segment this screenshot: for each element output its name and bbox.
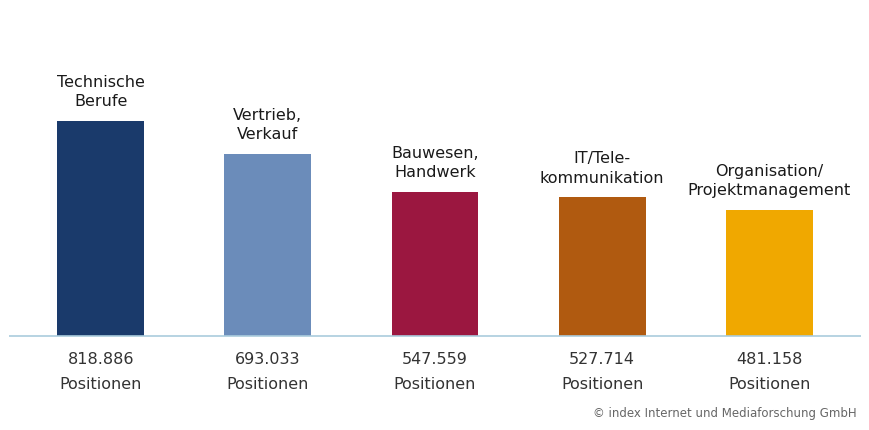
Text: 693.033: 693.033 <box>235 351 300 366</box>
Text: Technische
Berufe: Technische Berufe <box>56 75 144 109</box>
Bar <box>224 155 311 336</box>
Text: 818.886: 818.886 <box>67 351 134 366</box>
Text: Positionen: Positionen <box>727 377 810 391</box>
Text: © index Internet und Mediaforschung GmbH: © index Internet und Mediaforschung GmbH <box>593 406 856 419</box>
Text: 547.559: 547.559 <box>401 351 468 366</box>
Bar <box>725 210 812 336</box>
Text: Organisation/
Projektmanagement: Organisation/ Projektmanagement <box>687 163 850 197</box>
Text: 481.158: 481.158 <box>735 351 801 366</box>
Text: Positionen: Positionen <box>59 377 142 391</box>
Text: IT/Tele-
kommunikation: IT/Tele- kommunikation <box>540 151 664 185</box>
Text: Positionen: Positionen <box>394 377 475 391</box>
Text: Positionen: Positionen <box>561 377 642 391</box>
Bar <box>57 122 144 336</box>
Text: 527.714: 527.714 <box>568 351 634 366</box>
Text: Bauwesen,
Handwerk: Bauwesen, Handwerk <box>391 146 478 180</box>
Text: Positionen: Positionen <box>227 377 308 391</box>
Bar <box>558 198 645 336</box>
Bar <box>391 193 478 336</box>
Text: Vertrieb,
Verkauf: Vertrieb, Verkauf <box>233 108 302 142</box>
